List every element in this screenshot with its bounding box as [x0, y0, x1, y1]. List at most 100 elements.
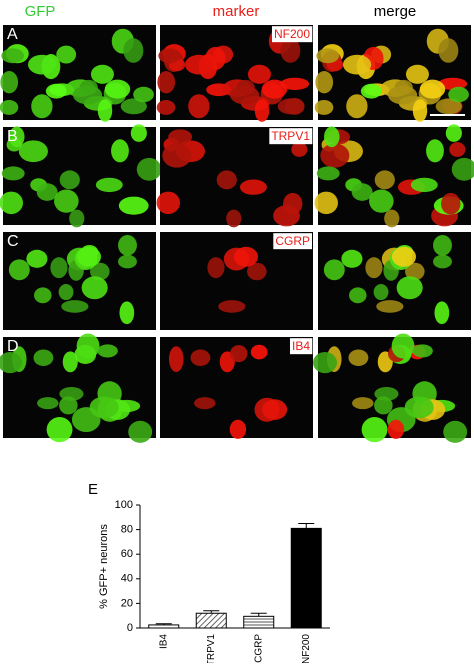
- micrograph: [3, 232, 156, 330]
- cell: [373, 284, 389, 301]
- y-tick-label: 80: [121, 524, 133, 536]
- cell: [405, 64, 429, 84]
- column-header: marker: [213, 3, 260, 20]
- cell: [233, 246, 258, 267]
- bar: [290, 527, 322, 629]
- cell: [46, 417, 73, 443]
- cell: [374, 396, 393, 415]
- cell: [54, 189, 79, 213]
- x-tick-label: IB4: [158, 634, 169, 649]
- marker-label: NF200: [274, 27, 310, 41]
- cell: [324, 126, 340, 148]
- cell: [0, 351, 22, 374]
- x-tick-label: NF200: [301, 634, 312, 663]
- cell: [194, 397, 216, 410]
- cell: [59, 396, 78, 415]
- cell: [352, 397, 374, 410]
- cell: [226, 209, 242, 228]
- cell: [384, 209, 400, 228]
- cell: [37, 397, 59, 410]
- cell: [316, 48, 340, 64]
- column-header: GFP: [25, 3, 56, 20]
- cell: [419, 79, 446, 99]
- cell: [1, 166, 25, 181]
- cell: [120, 98, 147, 115]
- cell: [76, 246, 101, 267]
- cell: [443, 420, 468, 443]
- cell: [343, 54, 372, 75]
- cell: [369, 189, 394, 213]
- panel-label: C: [7, 233, 19, 250]
- cell: [118, 235, 137, 256]
- cell: [1, 48, 25, 64]
- cell: [283, 192, 303, 215]
- cell: [162, 143, 192, 168]
- cell: [50, 257, 68, 279]
- x-tick-label: CGRP: [253, 634, 264, 663]
- cell: [188, 94, 210, 119]
- panel-label: A: [7, 26, 18, 43]
- cell: [229, 419, 247, 440]
- micrograph: [314, 124, 474, 228]
- cell: [388, 85, 418, 105]
- column-header: merge: [374, 3, 417, 20]
- cell: [130, 124, 147, 142]
- cell: [111, 139, 129, 163]
- cell: [320, 143, 350, 168]
- cell: [323, 259, 345, 281]
- marker-label-box: [269, 128, 313, 145]
- cell: [412, 99, 428, 122]
- micrograph: [313, 333, 471, 443]
- cell: [168, 129, 193, 145]
- cell: [348, 349, 369, 367]
- cell: [76, 333, 100, 359]
- micrograph: [156, 25, 313, 122]
- cell: [207, 257, 225, 279]
- marker-label-box: [273, 233, 312, 250]
- cell: [254, 99, 270, 122]
- cell: [229, 345, 248, 363]
- cell: [435, 98, 462, 115]
- cell: [56, 45, 77, 64]
- cell: [247, 64, 271, 84]
- cell: [216, 170, 237, 190]
- cell: [261, 79, 288, 99]
- cell: [434, 301, 450, 325]
- cell: [62, 351, 78, 373]
- cell: [316, 166, 340, 181]
- cell: [97, 344, 118, 358]
- cell: [314, 191, 338, 215]
- cell: [185, 54, 214, 75]
- cell: [291, 142, 308, 157]
- cell: [391, 246, 416, 267]
- cell: [365, 257, 383, 279]
- micrograph: [0, 25, 156, 122]
- cell: [262, 399, 288, 420]
- cell: [405, 262, 425, 281]
- cell: [156, 99, 176, 115]
- cell: [250, 344, 268, 360]
- cell: [104, 79, 131, 99]
- bar-chart: E % GFP+ neurons 0 20 40 60 80 100 IB4 TRPV1 CGRP N…: [88, 481, 330, 666]
- bar: [195, 612, 227, 629]
- cell: [315, 71, 334, 94]
- cell: [239, 179, 267, 195]
- panel-label: E: [88, 481, 98, 498]
- micrograph: [314, 25, 471, 122]
- cell: [441, 192, 461, 215]
- cell: [448, 86, 469, 103]
- y-tick-label: 100: [115, 499, 133, 511]
- cell: [426, 139, 444, 163]
- cell: [26, 249, 48, 268]
- cell: [136, 157, 162, 181]
- cell: [90, 64, 114, 84]
- cell: [433, 235, 452, 256]
- cell: [69, 209, 85, 228]
- cell: [360, 83, 382, 99]
- micrograph: [160, 337, 313, 440]
- cell: [247, 262, 267, 281]
- marker-label: CGRP: [275, 234, 310, 248]
- cell: [277, 98, 304, 115]
- cell: [280, 77, 310, 91]
- y-tick-label: 40: [121, 573, 133, 585]
